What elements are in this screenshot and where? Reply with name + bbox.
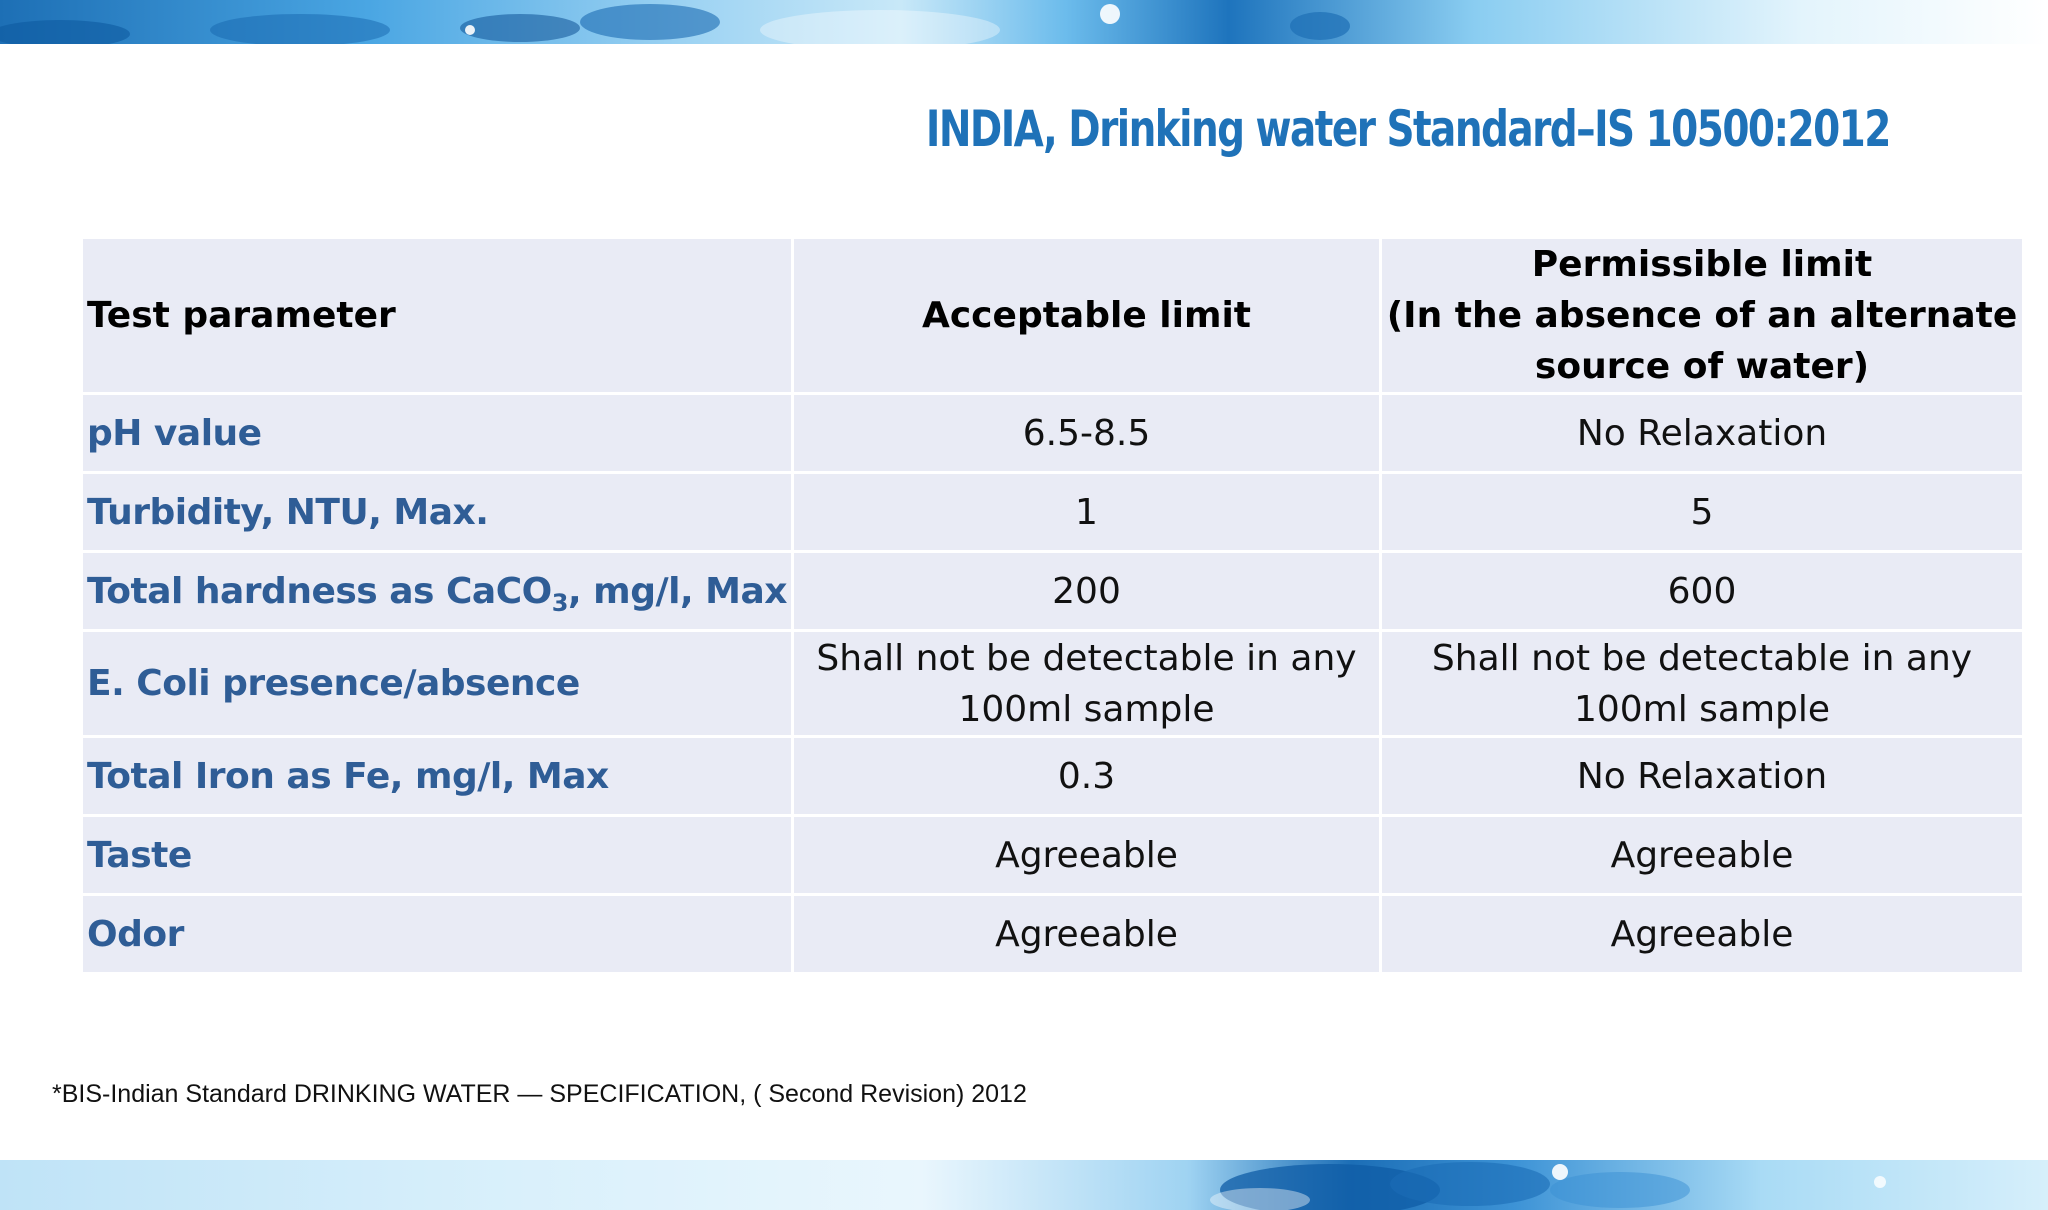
header-test-parameter: Test parameter xyxy=(83,239,791,392)
table-row: Total hardness as CaCO3, mg/l, Max 200 6… xyxy=(83,553,2022,629)
row-acceptable: 6.5-8.5 xyxy=(794,395,1379,471)
row-permissible: No Relaxation xyxy=(1382,738,2022,814)
row-permissible: Agreeable xyxy=(1382,817,2022,893)
row-permissible: 600 xyxy=(1382,553,2022,629)
table-header-row: Test parameter Acceptable limit Permissi… xyxy=(83,239,2022,392)
water-standard-table: Test parameter Acceptable limit Permissi… xyxy=(80,236,2025,975)
param-subscript: 3 xyxy=(551,588,569,617)
row-parameter: Total Iron as Fe, mg/l, Max xyxy=(83,738,791,814)
row-acceptable: Agreeable xyxy=(794,817,1379,893)
table-row: Turbidity, NTU, Max. 1 5 xyxy=(83,474,2022,550)
table-row: E. Coli presence/absence Shall not be de… xyxy=(83,632,2022,735)
row-parameter: Turbidity, NTU, Max. xyxy=(83,474,791,550)
header-permissible-limit: Permissible limit (In the absence of an … xyxy=(1382,239,2022,392)
header-permissible-line2: (In the absence of an alternate source o… xyxy=(1386,295,2018,387)
param-prefix: Total hardness as CaCO xyxy=(87,570,552,612)
row-permissible: 5 xyxy=(1382,474,2022,550)
row-permissible: Agreeable xyxy=(1382,896,2022,972)
top-water-banner xyxy=(0,0,2048,44)
table-row: Taste Agreeable Agreeable xyxy=(83,817,2022,893)
row-acceptable: 1 xyxy=(794,474,1379,550)
row-permissible: Shall not be detectable in any 100ml sam… xyxy=(1382,632,2022,735)
row-parameter: E. Coli presence/absence xyxy=(83,632,791,735)
water-droplets-banner-icon xyxy=(0,4,1350,44)
page-title: INDIA, Drinking water Standard–IS 10500:… xyxy=(926,100,1892,158)
header-acceptable-limit: Acceptable limit xyxy=(794,239,1379,392)
row-acceptable: 200 xyxy=(794,553,1379,629)
row-parameter: Total hardness as CaCO3, mg/l, Max xyxy=(83,553,791,629)
water-splash-banner-icon xyxy=(1210,1162,1886,1210)
bottom-water-banner xyxy=(0,1160,2048,1210)
row-permissible: No Relaxation xyxy=(1382,395,2022,471)
row-acceptable: 0.3 xyxy=(794,738,1379,814)
row-acceptable: Agreeable xyxy=(794,896,1379,972)
table-row: Total Iron as Fe, mg/l, Max 0.3 No Relax… xyxy=(83,738,2022,814)
table-row: Odor Agreeable Agreeable xyxy=(83,896,2022,972)
param-suffix: , mg/l, Max xyxy=(567,570,788,612)
row-acceptable: Shall not be detectable in any 100ml sam… xyxy=(794,632,1379,735)
row-parameter: Odor xyxy=(83,896,791,972)
source-footnote: *BIS-Indian Standard DRINKING WATER — SP… xyxy=(52,1080,1027,1108)
row-parameter: Taste xyxy=(83,817,791,893)
header-permissible-line1: Permissible limit xyxy=(1531,244,1873,285)
table-row: pH value 6.5-8.5 No Relaxation xyxy=(83,395,2022,471)
row-parameter: pH value xyxy=(83,395,791,471)
